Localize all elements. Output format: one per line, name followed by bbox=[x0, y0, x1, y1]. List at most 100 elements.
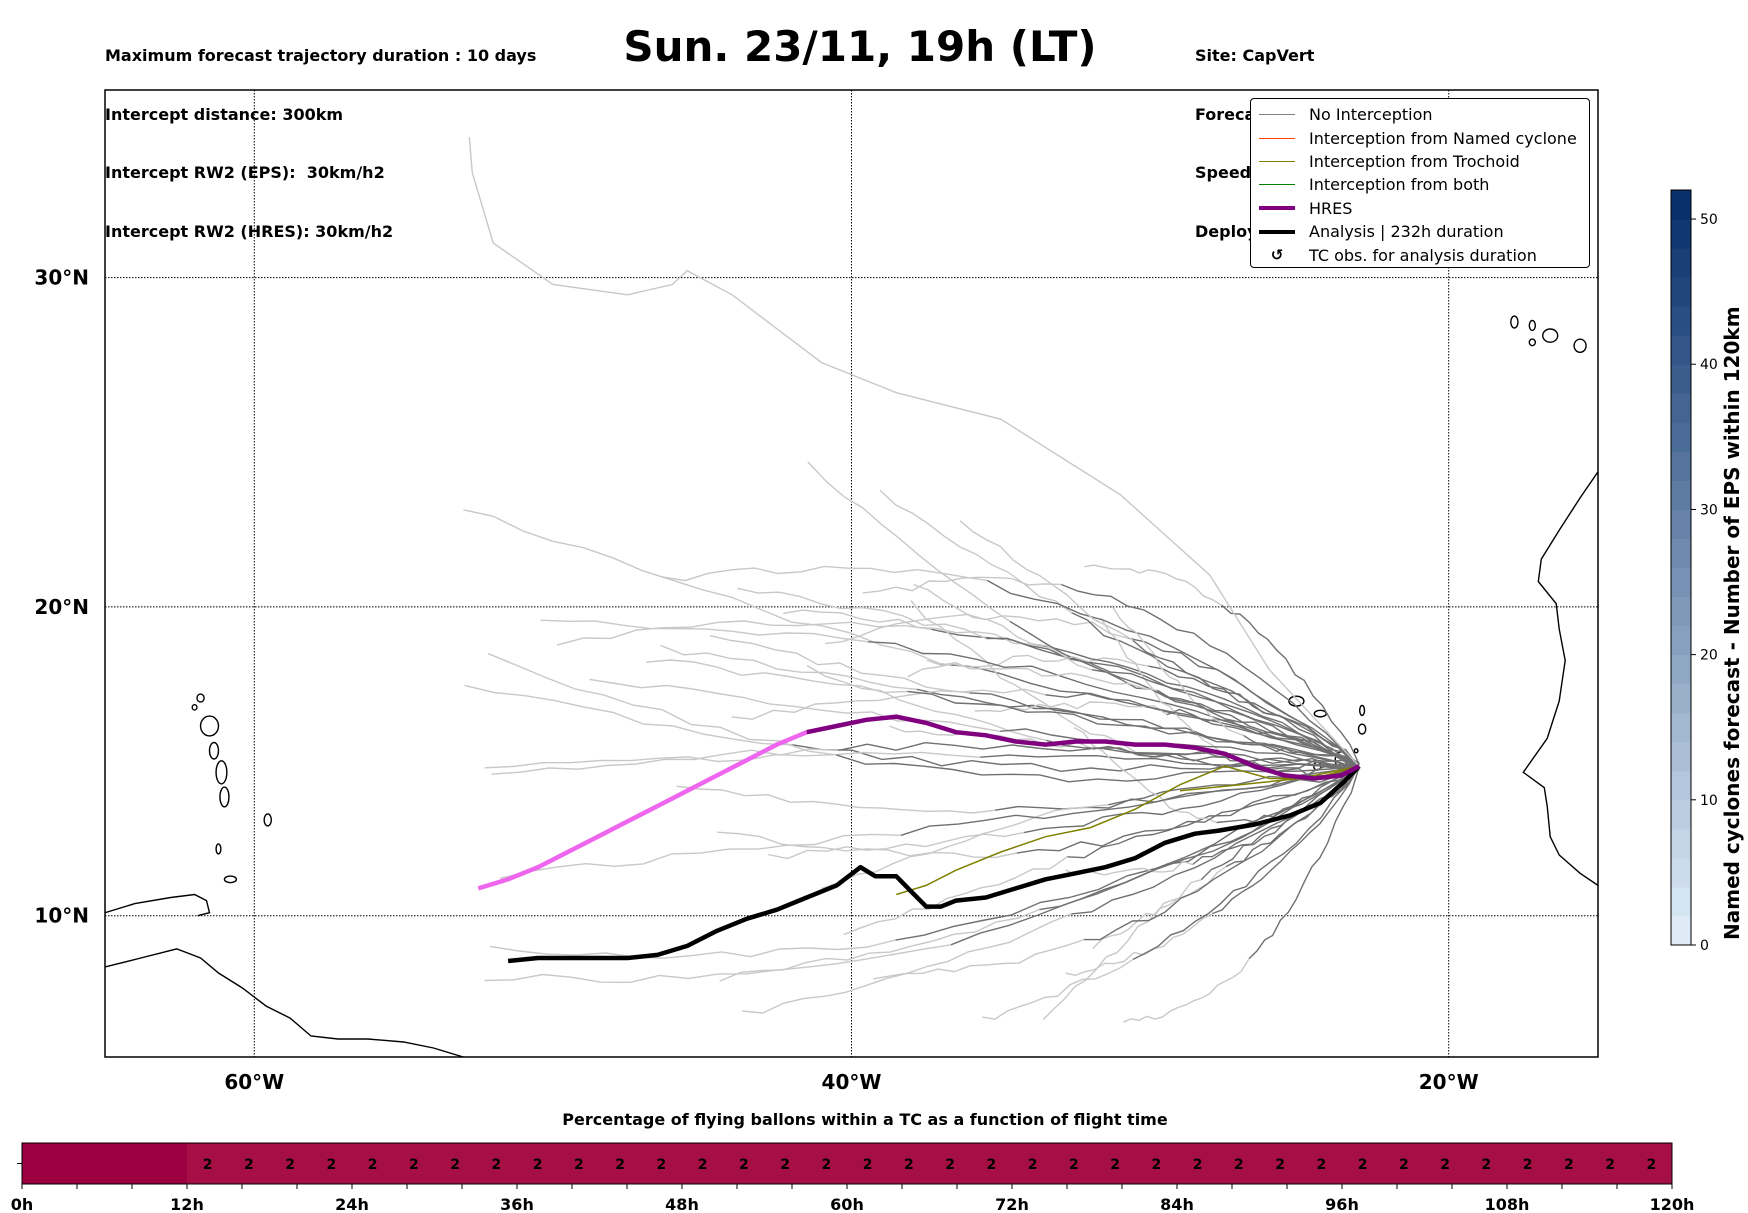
time-bin bbox=[929, 1143, 972, 1184]
legend-item-hres: HRES bbox=[1259, 197, 1581, 220]
trochoid-trajectory bbox=[1179, 765, 1360, 792]
time-bin bbox=[764, 1143, 807, 1184]
time-bin-value: 2 bbox=[450, 1157, 460, 1173]
run-parameters: Maximum forecast trajectory duration : 1… bbox=[105, 7, 536, 261]
eps-trajectory-late bbox=[484, 944, 952, 984]
island bbox=[196, 693, 205, 703]
highlight-tracks bbox=[477, 714, 1361, 964]
coastline bbox=[105, 948, 464, 1057]
time-bin bbox=[1012, 1143, 1054, 1184]
eps-trajectory-early bbox=[1046, 739, 1360, 767]
eps-trajectory-late bbox=[1084, 564, 1223, 606]
time-bin-value: 2 bbox=[615, 1157, 625, 1173]
eps-trajectory-late bbox=[661, 565, 988, 582]
island bbox=[208, 741, 220, 760]
time-bin-value: 2 bbox=[945, 1157, 955, 1173]
island bbox=[1528, 319, 1536, 332]
island bbox=[1528, 338, 1536, 347]
eps-trajectory-late bbox=[484, 751, 981, 769]
colorbar-segment bbox=[1671, 480, 1691, 510]
time-bin-value: 2 bbox=[1317, 1157, 1327, 1173]
time-bin-value: 2 bbox=[327, 1157, 337, 1173]
time-tick-label: 36h bbox=[500, 1195, 534, 1213]
eps-trajectory-early bbox=[1091, 669, 1360, 767]
time-tick-label: 24h bbox=[335, 1195, 369, 1213]
time-bin-value: 2 bbox=[533, 1157, 543, 1173]
colorbar-segment bbox=[1671, 538, 1691, 568]
eps-trajectory-late bbox=[913, 583, 1092, 671]
eps-trajectory-late bbox=[959, 520, 1134, 641]
eps-trajectory-late bbox=[879, 489, 1073, 614]
map-frame bbox=[104, 89, 1599, 1058]
eps-trajectory-early bbox=[1132, 639, 1360, 769]
eps-trajectory-late bbox=[767, 831, 1025, 860]
time-tick-label: 12h bbox=[170, 1195, 204, 1213]
eps-trajectory-late bbox=[464, 684, 793, 746]
colorbar-segment bbox=[1671, 393, 1691, 423]
x-tick-label: 20°W bbox=[1419, 1070, 1479, 1094]
eps-trajectory-late bbox=[862, 576, 1062, 594]
time-bin bbox=[228, 1143, 270, 1184]
time-bin-value: 2 bbox=[1605, 1157, 1615, 1173]
legend-item-trochoid: Interception from Trochoid bbox=[1259, 150, 1581, 173]
hres-track-early bbox=[806, 714, 1361, 781]
eps-trajectory-early bbox=[1221, 604, 1360, 765]
time-tick-label: 60h bbox=[830, 1195, 864, 1213]
colorbar-segment bbox=[1671, 509, 1691, 539]
colorbar-segment bbox=[1671, 741, 1691, 772]
time-bin-value: 2 bbox=[492, 1157, 502, 1173]
param-intercept-distance: Intercept distance: 300km bbox=[105, 104, 344, 124]
colorbar-tick-label: 30 bbox=[1700, 502, 1718, 518]
time-tick-label: 48h bbox=[665, 1195, 699, 1213]
eps-trajectory-late bbox=[491, 748, 839, 775]
time-bin-value: 2 bbox=[1234, 1157, 1244, 1173]
x-tick-label: 40°W bbox=[822, 1070, 882, 1094]
site-name: Site: CapVert bbox=[1195, 46, 1315, 65]
time-bin bbox=[640, 1143, 683, 1184]
eps-trajectory-early bbox=[1061, 583, 1360, 767]
eps-trajectory-early bbox=[1149, 754, 1360, 771]
eps-trajectory-late bbox=[1123, 958, 1250, 1023]
time-bin bbox=[393, 1143, 435, 1184]
time-bin-value: 2 bbox=[1152, 1157, 1162, 1173]
eps-trajectory-late bbox=[1100, 617, 1222, 754]
time-bin bbox=[805, 1143, 848, 1184]
eps-trajectory-late bbox=[468, 137, 1360, 767]
time-bin-value: 2 bbox=[739, 1157, 749, 1173]
eps-trajectory-late bbox=[873, 938, 1085, 980]
colorbar-segment bbox=[1671, 915, 1691, 946]
colorbar-segment bbox=[1671, 625, 1691, 656]
eps-trajectory-late bbox=[646, 659, 908, 694]
island bbox=[263, 813, 273, 827]
eps-trajectory-early bbox=[1248, 766, 1360, 960]
colorbar-segment bbox=[1671, 712, 1691, 743]
time-tick-label: 96h bbox=[1325, 1195, 1359, 1213]
time-tick-label: 120h bbox=[1650, 1195, 1695, 1213]
legend: No Interception Interception from Named … bbox=[1250, 98, 1590, 268]
eps-trajectory-late bbox=[825, 613, 1128, 645]
time-bin bbox=[1465, 1143, 1508, 1184]
colorbar-segment bbox=[1671, 770, 1691, 801]
island bbox=[215, 843, 222, 855]
eps-trajectory-late bbox=[731, 688, 1046, 720]
time-bin-value: 2 bbox=[1028, 1157, 1038, 1173]
colorbar-segment bbox=[1671, 828, 1691, 859]
eps-trajectory-early bbox=[895, 768, 1360, 941]
time-bin bbox=[1300, 1143, 1343, 1184]
eps-trajectory-late bbox=[556, 620, 932, 646]
time-bin-value: 2 bbox=[904, 1157, 914, 1173]
island bbox=[215, 760, 228, 785]
time-bin bbox=[63, 1143, 105, 1184]
time-bin-value: 2 bbox=[203, 1157, 213, 1173]
param-max-duration: Maximum forecast trajectory duration : 1… bbox=[105, 46, 537, 65]
time-bin bbox=[104, 1143, 147, 1184]
time-bin bbox=[1259, 1143, 1302, 1184]
time-bin bbox=[475, 1143, 518, 1184]
island bbox=[1357, 723, 1367, 735]
time-bin bbox=[1135, 1143, 1178, 1184]
eps-trajectory-early bbox=[1216, 766, 1360, 824]
colorbar: 0 10 20 30 40 50 bbox=[1670, 189, 1718, 954]
y-tick-label: 30°N bbox=[34, 266, 89, 290]
grey-line-icon bbox=[1259, 114, 1295, 116]
eps-trajectory-early bbox=[1212, 764, 1360, 915]
